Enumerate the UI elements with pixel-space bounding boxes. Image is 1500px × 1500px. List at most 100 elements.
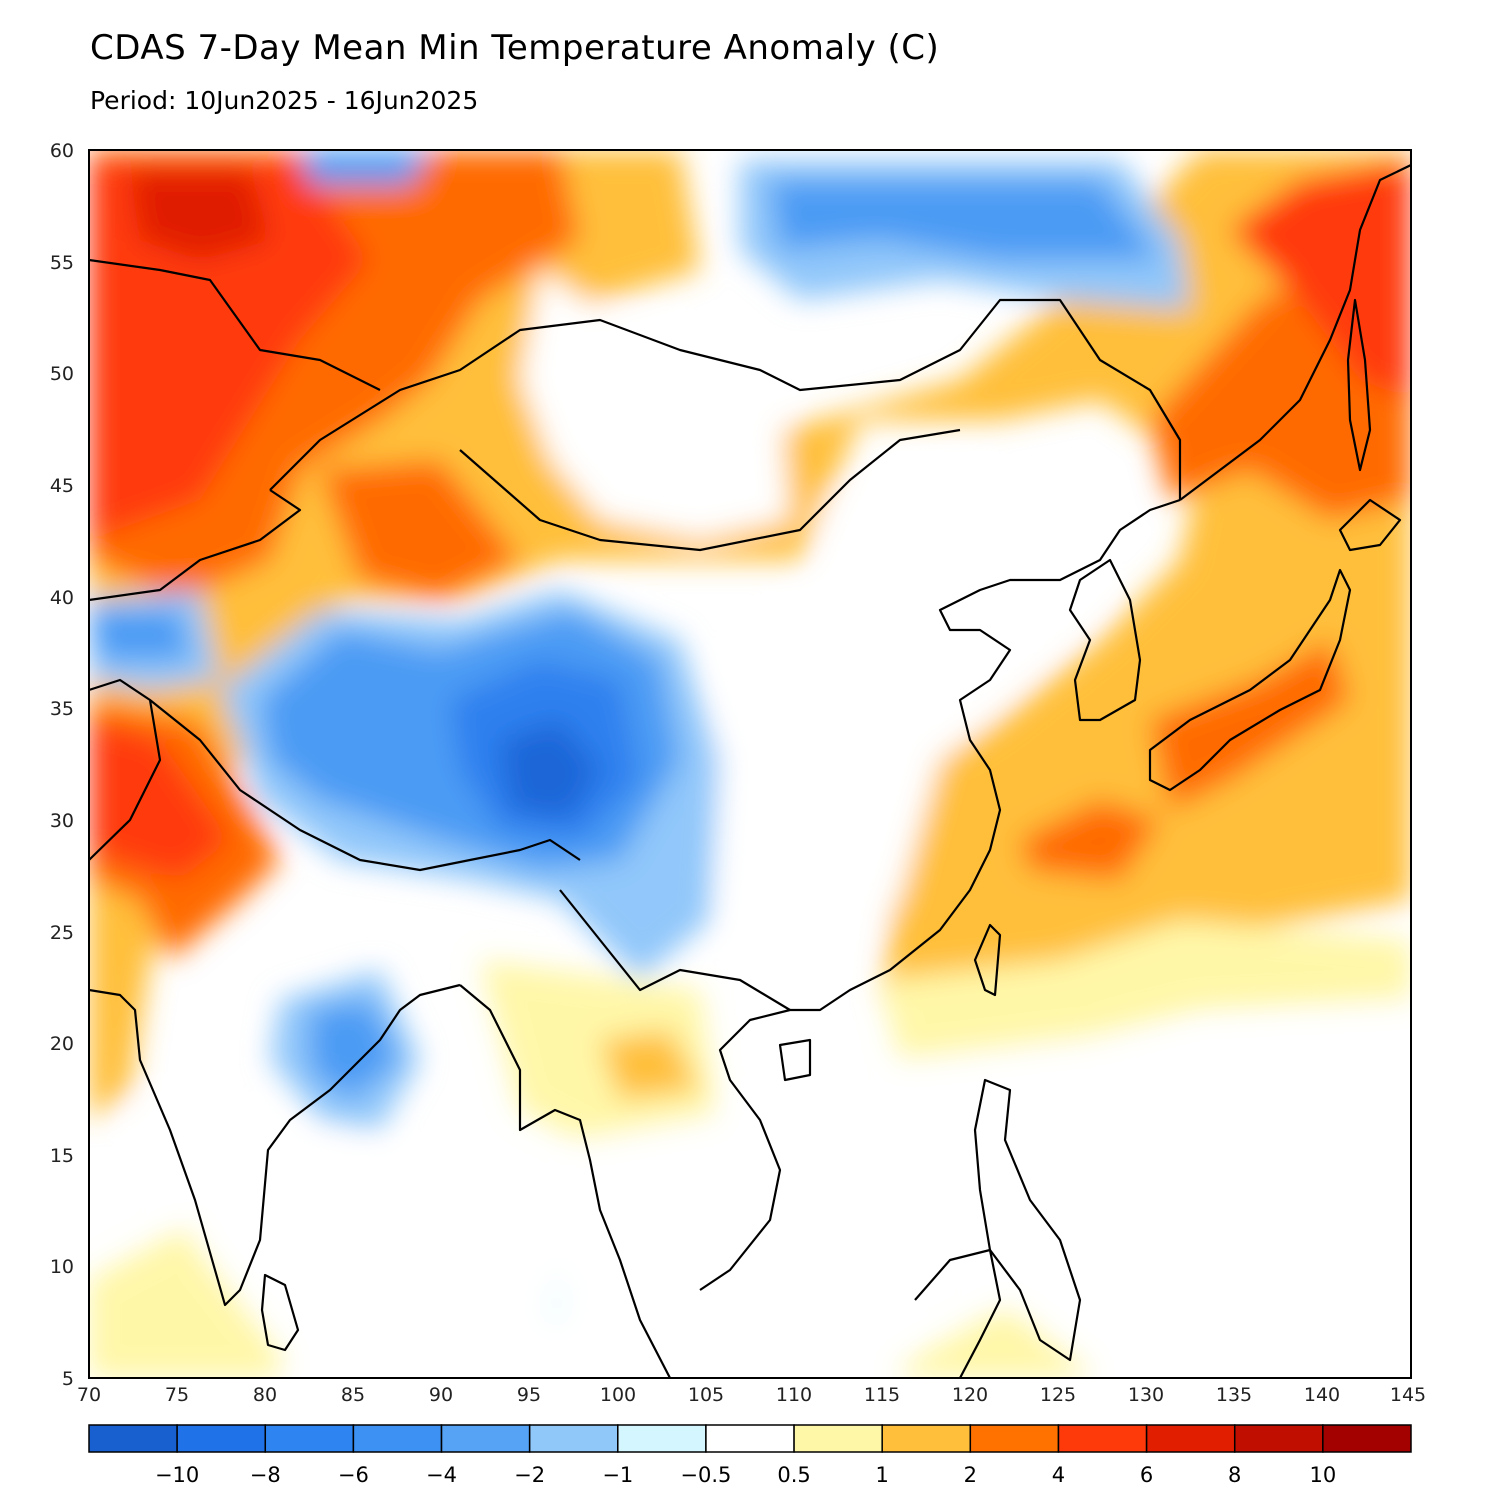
border-west-asia [89,489,302,602]
colorbar-swatch [793,1424,883,1453]
lat-tick-label: 55 [50,252,74,274]
colorbar: −10 −8 −6 −4 −2 −1 −0.5 0.5 1 2 4 6 8 10 [88,1424,1412,1487]
lon-tick-label: 120 [952,1384,988,1406]
colorbar-swatch [440,1424,531,1453]
lat-tick-label: 10 [50,1256,74,1278]
anomaly-warm-1 [89,150,1411,1120]
colorbar-label: −4 [426,1463,457,1487]
lat-tick-label: 30 [50,810,74,832]
lat-tick-label: 15 [50,1145,74,1167]
lon-tick-label: 80 [253,1384,277,1406]
chart-subtitle: Period: 10Jun2025 - 16Jun2025 [90,86,479,115]
longitude-ticks: 70 75 80 85 90 95 100 105 110 115 120 12… [77,1384,1426,1406]
anomaly-hot-8 [1230,160,1411,400]
lat-tick-label: 50 [50,363,74,385]
colorbar-swatch [881,1424,972,1453]
border-china-south [559,889,791,1011]
anomaly-hot-4 [320,460,520,600]
coastline-japan [1148,568,1352,792]
chart-title: CDAS 7-Day Mean Min Temperature Anomaly … [90,28,940,68]
anomaly-neutral-5 [130,1100,560,1378]
colorbar-label: 1 [876,1463,889,1487]
coastline-borneo [914,1248,1002,1378]
coastline-korea [1068,558,1142,722]
lon-tick-label: 145 [1390,1384,1426,1406]
lon-tick-label: 110 [776,1384,812,1406]
lat-tick-label: 60 [50,140,74,162]
anomaly-neutral-1 [520,270,790,540]
anomaly-hot-10 [1020,800,1160,880]
colorbar-label: 6 [1140,1463,1153,1487]
coastline-hainan [778,1038,812,1082]
coastline-indochina [699,498,1181,1291]
anomaly-cold-9 [300,150,430,185]
lat-tick-label: 25 [50,922,74,944]
anomaly-hot-2 [89,160,370,540]
anomaly-hot-9 [1150,640,1350,810]
anomaly-neutral-2 [720,470,1100,960]
colorbar-label: −10 [155,1463,199,1487]
border-pakistan [89,678,162,861]
colorbar-label: −0.5 [680,1463,731,1487]
lon-tick-label: 85 [341,1384,365,1406]
lat-tick-label: 5 [62,1368,74,1390]
anomaly-cold-6 [310,1000,400,1100]
colorbar-swatch [1233,1424,1324,1453]
colorbar-label: 4 [1052,1463,1065,1487]
anomaly-hot-3 [130,170,270,260]
colorbar-swatch [528,1424,619,1453]
colorbar-swatch [352,1424,443,1453]
lon-tick-label: 75 [165,1384,189,1406]
border-kazakh [89,258,381,391]
lat-tick-label: 35 [50,698,74,720]
anomaly-hot-6 [89,720,230,880]
coastlines [89,164,1411,1378]
coastline-sakhalin [1346,298,1372,472]
coastline-taiwan [973,923,1002,997]
lat-tick-label: 45 [50,475,74,497]
anomaly-cold-11 [89,610,190,660]
colorbar-label: −6 [338,1463,369,1487]
lat-tick-label: 40 [50,587,74,609]
anomaly-mild-1 [480,960,720,1150]
coastline-philippines [973,1078,1082,1362]
colorbar-label: 8 [1228,1463,1241,1487]
colorbar-label: 10 [1310,1463,1337,1487]
lon-tick-label: 140 [1304,1384,1340,1406]
lat-tick-label: 20 [50,1033,74,1055]
anomaly-neutral-3 [580,1100,900,1378]
colorbar-label: 0.5 [777,1463,810,1487]
map-axes: 70 75 80 85 90 95 100 105 110 115 120 12… [50,140,1426,1406]
anomaly-warm-2 [600,1030,700,1100]
border-mongolia-south [459,428,961,552]
lon-tick-label: 70 [77,1384,101,1406]
coastline-russia-pacific [1179,164,1411,501]
anomaly-cold-4 [500,720,600,820]
border-himalaya [149,699,581,872]
lon-tick-label: 130 [1128,1384,1164,1406]
coastline-mainland-east [459,984,671,1378]
coastline-india [89,983,461,1307]
colorbar-swatch [705,1424,795,1453]
colorbar-swatch [1145,1424,1236,1453]
anomaly-cold-8 [770,180,1160,260]
border-china-north [269,298,1182,500]
anomaly-mild-2 [880,920,1411,1060]
colorbar-label: 2 [964,1463,977,1487]
coastline-hokkaido [1338,498,1402,552]
coastline-srilanka [260,1273,300,1352]
colorbar-swatch [264,1424,355,1453]
latitude-ticks: 60 55 50 45 40 35 30 25 20 15 10 5 [50,140,74,1390]
colorbar-swatch [176,1424,267,1453]
colorbar-label: −1 [602,1463,633,1487]
lon-tick-label: 95 [517,1384,541,1406]
lon-tick-label: 90 [429,1384,453,1406]
colorbar-swatch [617,1424,707,1453]
lon-tick-label: 105 [688,1384,724,1406]
map-frame [88,149,1412,1379]
colorbar-label: −8 [250,1463,281,1487]
lon-tick-label: 135 [1216,1384,1252,1406]
lon-tick-label: 125 [1040,1384,1076,1406]
map-area [89,150,1411,1378]
